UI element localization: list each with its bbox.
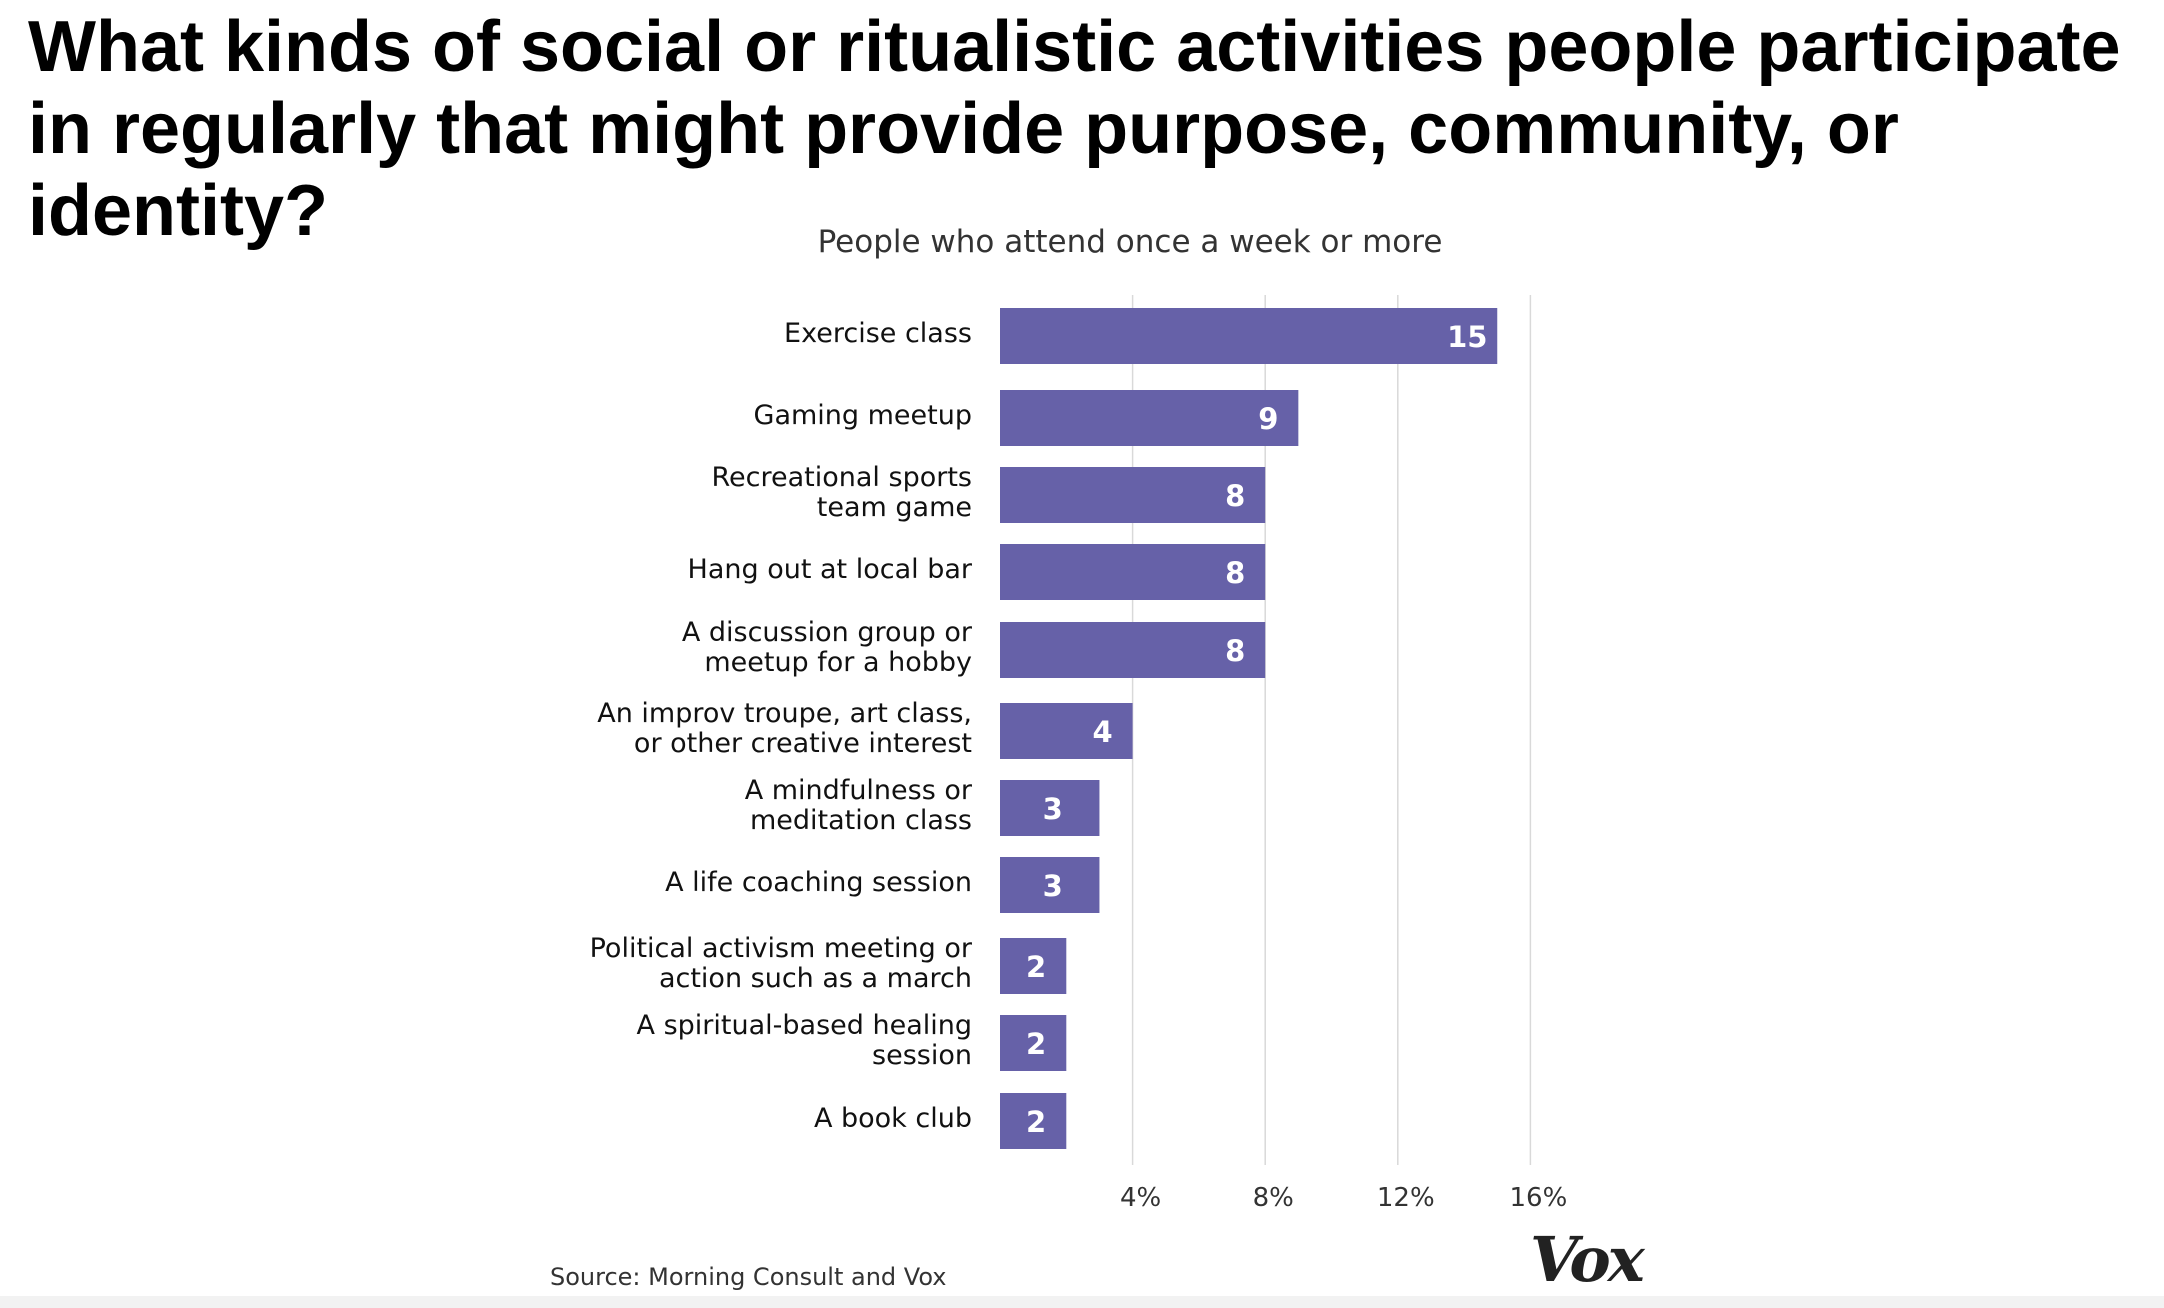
category-label: A life coaching session: [665, 867, 972, 898]
bar: [1000, 1093, 1067, 1149]
bar-value-label: 8: [1225, 556, 1245, 590]
bar-value-label: 2: [1026, 1027, 1046, 1061]
bar: [1000, 857, 1100, 913]
bar-value-label: 2: [1026, 1105, 1046, 1139]
source-note: Source: Morning Consult and Vox: [550, 1263, 947, 1291]
category-label: Gaming meetup: [753, 400, 972, 431]
bar: [1000, 780, 1100, 836]
bar: [1000, 622, 1266, 678]
category-label: An improv troupe, art class, or other cr…: [597, 698, 972, 759]
category-label: A spiritual-based healing session: [636, 1010, 972, 1071]
bar: [1000, 467, 1266, 523]
bar: [1000, 703, 1133, 759]
chart-subtitle: People who attend once a week or more: [817, 224, 1443, 260]
bar-value-label: 3: [1043, 792, 1063, 826]
x-tick-label: 8%: [1253, 1183, 1294, 1213]
bar: [1000, 390, 1299, 446]
bar-value-label: 4: [1093, 715, 1113, 749]
bar-value-label: 8: [1225, 634, 1245, 668]
category-label: Recreational sports team game: [711, 462, 973, 523]
bar-value-label: 2: [1026, 950, 1046, 984]
category-label: Political activism meeting or action suc…: [589, 933, 972, 994]
bar-value-label: 15: [1447, 320, 1487, 354]
x-tick-label: 4%: [1120, 1183, 1161, 1213]
bar: [1000, 1015, 1067, 1071]
page-title: What kinds of social or ritualistic acti…: [28, 7, 2121, 251]
category-label: A discussion group or meetup for a hobby: [681, 617, 972, 678]
category-label: A mindfulness or meditation class: [744, 775, 972, 836]
category-label: Hang out at local bar: [687, 554, 972, 585]
category-label: Exercise class: [784, 318, 972, 349]
bar: [1000, 938, 1067, 994]
bar: [1000, 544, 1266, 600]
category-label: A book club: [813, 1103, 972, 1134]
bottom-divider: [0, 1296, 2164, 1308]
x-tick-label: 16%: [1510, 1183, 1568, 1213]
bar: [1000, 308, 1498, 364]
bar-value-label: 9: [1258, 402, 1278, 436]
vox-logo: Vox: [1530, 1223, 1645, 1296]
bar-value-label: 3: [1043, 869, 1063, 903]
x-tick-label: 12%: [1377, 1183, 1435, 1213]
bar-value-label: 8: [1225, 479, 1245, 513]
